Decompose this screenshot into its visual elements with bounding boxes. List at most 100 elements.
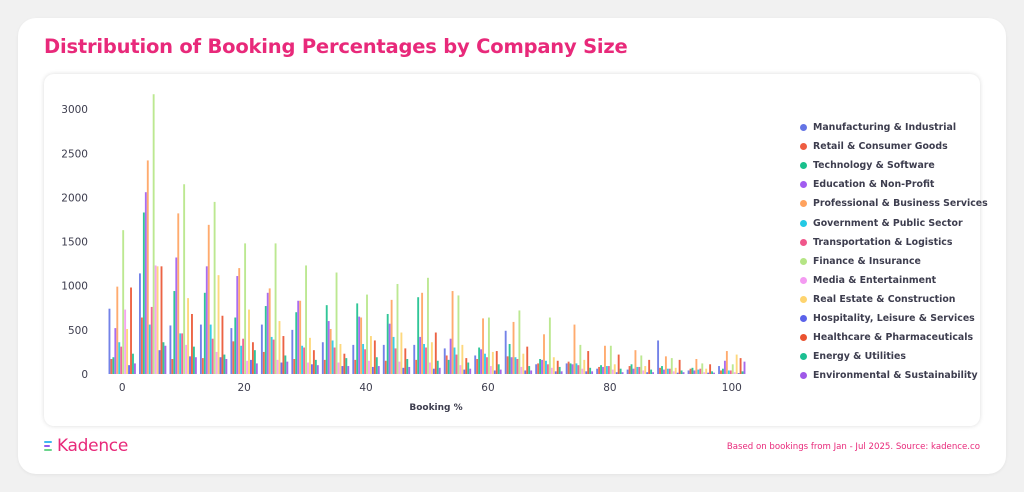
bar-3-bin-18 bbox=[663, 369, 665, 374]
bar-4-bin-11 bbox=[451, 291, 454, 374]
bar-13-bin-9 bbox=[408, 366, 411, 374]
bar-2-bin-11 bbox=[447, 359, 450, 374]
bar-13-bin-12 bbox=[499, 369, 502, 374]
bar-3-bin-10 bbox=[419, 336, 422, 374]
legend-item-8: Media & Entertainment bbox=[800, 271, 980, 290]
bar-1-bin-20 bbox=[720, 370, 722, 374]
legend-dot-icon bbox=[800, 295, 807, 303]
y-tick-label-5: 2500 bbox=[61, 148, 88, 160]
bar-0-bin-17 bbox=[626, 369, 629, 374]
bar-3-bin-15 bbox=[571, 364, 574, 374]
bar-13-bin-4 bbox=[255, 363, 258, 374]
bar-5-bin-12 bbox=[484, 353, 486, 374]
bar-1-bin-19 bbox=[689, 368, 692, 374]
bar-4-bin-20 bbox=[725, 351, 728, 374]
bar-7-bin-10 bbox=[427, 277, 429, 374]
bar-0-bin-7 bbox=[321, 342, 324, 374]
bar-0-bin-0 bbox=[108, 308, 111, 374]
bar-12-bin-11 bbox=[467, 362, 470, 374]
bar-0-bin-9 bbox=[382, 344, 385, 374]
bar-8-bin-8 bbox=[368, 360, 370, 374]
bar-6-bin-9 bbox=[394, 348, 397, 374]
bar-8-bin-16 bbox=[611, 369, 614, 374]
bar-10-bin-10 bbox=[432, 368, 435, 374]
bar-12-bin-9 bbox=[406, 359, 409, 374]
bar-11-bin-4 bbox=[251, 342, 254, 374]
bar-9-bin-12 bbox=[491, 351, 494, 374]
bar-11-bin-10 bbox=[434, 332, 437, 374]
bar-8-bin-11 bbox=[459, 365, 462, 374]
legend-label: Transportation & Logistics bbox=[813, 236, 953, 248]
bar-9-bin-14 bbox=[552, 357, 555, 374]
bar-7-bin-13 bbox=[518, 310, 521, 374]
bar-8-bin-1 bbox=[154, 265, 157, 374]
x-axis-ticks: 0 20 40 60 80 100 bbox=[119, 382, 742, 394]
bar-2-bin-3 bbox=[203, 292, 206, 374]
bar-4-bin-18 bbox=[664, 356, 667, 374]
legend-dot-icon bbox=[800, 276, 807, 284]
bar-4-bin-12 bbox=[482, 318, 484, 374]
bar-5-bin-3 bbox=[209, 324, 212, 374]
bar-0-bin-10 bbox=[413, 344, 416, 374]
bar-10-bin-14 bbox=[554, 371, 557, 374]
bar-4-bin-3 bbox=[207, 224, 210, 374]
legend-label: Finance & Insurance bbox=[813, 255, 921, 267]
legend-dot-icon bbox=[800, 219, 807, 227]
bar-3-bin-8 bbox=[358, 316, 361, 374]
bar-5-bin-20 bbox=[727, 370, 730, 374]
bar-6-bin-2 bbox=[181, 333, 184, 374]
bar-10-bin-18 bbox=[676, 372, 679, 374]
bar-10-bin-13 bbox=[524, 370, 527, 374]
bar-4-bin-13 bbox=[512, 321, 515, 374]
bar-13-bin-6 bbox=[316, 365, 319, 374]
bar-3-bin-7 bbox=[327, 321, 330, 374]
bar-3-bin-6 bbox=[297, 300, 300, 374]
bar-10-bin-6 bbox=[310, 364, 313, 374]
bar-4-bin-5 bbox=[268, 288, 271, 374]
legend-item-13: Environmental & Sustainability bbox=[800, 366, 980, 385]
legend-dot-icon bbox=[800, 334, 807, 342]
bar-2-bin-4 bbox=[234, 317, 237, 374]
bar-6-bin-6 bbox=[303, 347, 306, 374]
legend-label: Manufacturing & Industrial bbox=[813, 122, 957, 134]
bar-6-bin-8 bbox=[364, 349, 366, 374]
bar-11-bin-12 bbox=[495, 351, 498, 374]
bar-13-bin-3 bbox=[225, 359, 228, 374]
bar-5-bin-1 bbox=[148, 324, 151, 374]
bars-group bbox=[108, 94, 746, 375]
bar-10-bin-8 bbox=[371, 366, 374, 374]
bar-11-bin-1 bbox=[160, 266, 163, 374]
bar-5-bin-10 bbox=[423, 343, 425, 374]
legend-item-6: Transportation & Logistics bbox=[800, 233, 980, 252]
bar-9-bin-10 bbox=[430, 342, 433, 374]
bar-13-bin-19 bbox=[713, 372, 715, 374]
bar-10-bin-7 bbox=[341, 366, 344, 374]
x-tick-label-0: 0 bbox=[119, 382, 126, 394]
x-axis-title: Booking % bbox=[409, 403, 462, 413]
bar-9-bin-18 bbox=[674, 367, 677, 374]
bar-0-bin-16 bbox=[596, 368, 599, 374]
histogram-chart: 0 500 1000 1500 2000 2500 3000 0 20 40 60 80 100 Bo… bbox=[61, 94, 746, 413]
bar-13-bin-20 bbox=[743, 361, 746, 374]
legend-item-2: Technology & Software bbox=[800, 156, 980, 175]
bar-12-bin-3 bbox=[223, 354, 226, 374]
bar-2-bin-16 bbox=[600, 365, 602, 374]
bar-9-bin-8 bbox=[369, 336, 372, 374]
bar-6-bin-3 bbox=[211, 338, 214, 374]
bar-0-bin-18 bbox=[657, 340, 660, 374]
bar-0-bin-3 bbox=[199, 324, 202, 374]
y-tick-label-3: 1500 bbox=[61, 237, 88, 249]
bar-8-bin-3 bbox=[215, 351, 218, 374]
bar-11-bin-16 bbox=[617, 354, 620, 374]
chart-legend: Manufacturing & Industrial Retail & Consu… bbox=[800, 118, 988, 385]
bar-10-bin-12 bbox=[493, 370, 496, 374]
bar-0-bin-6 bbox=[291, 329, 294, 374]
bar-7-bin-17 bbox=[640, 355, 643, 374]
bar-5-bin-0 bbox=[118, 342, 121, 374]
bar-4-bin-17 bbox=[634, 350, 637, 374]
bar-1-bin-11 bbox=[445, 355, 448, 374]
legend-dot-icon bbox=[800, 181, 807, 189]
bar-7-bin-0 bbox=[122, 230, 125, 374]
y-tick-label-0: 0 bbox=[81, 369, 88, 381]
bar-0-bin-13 bbox=[504, 330, 507, 374]
